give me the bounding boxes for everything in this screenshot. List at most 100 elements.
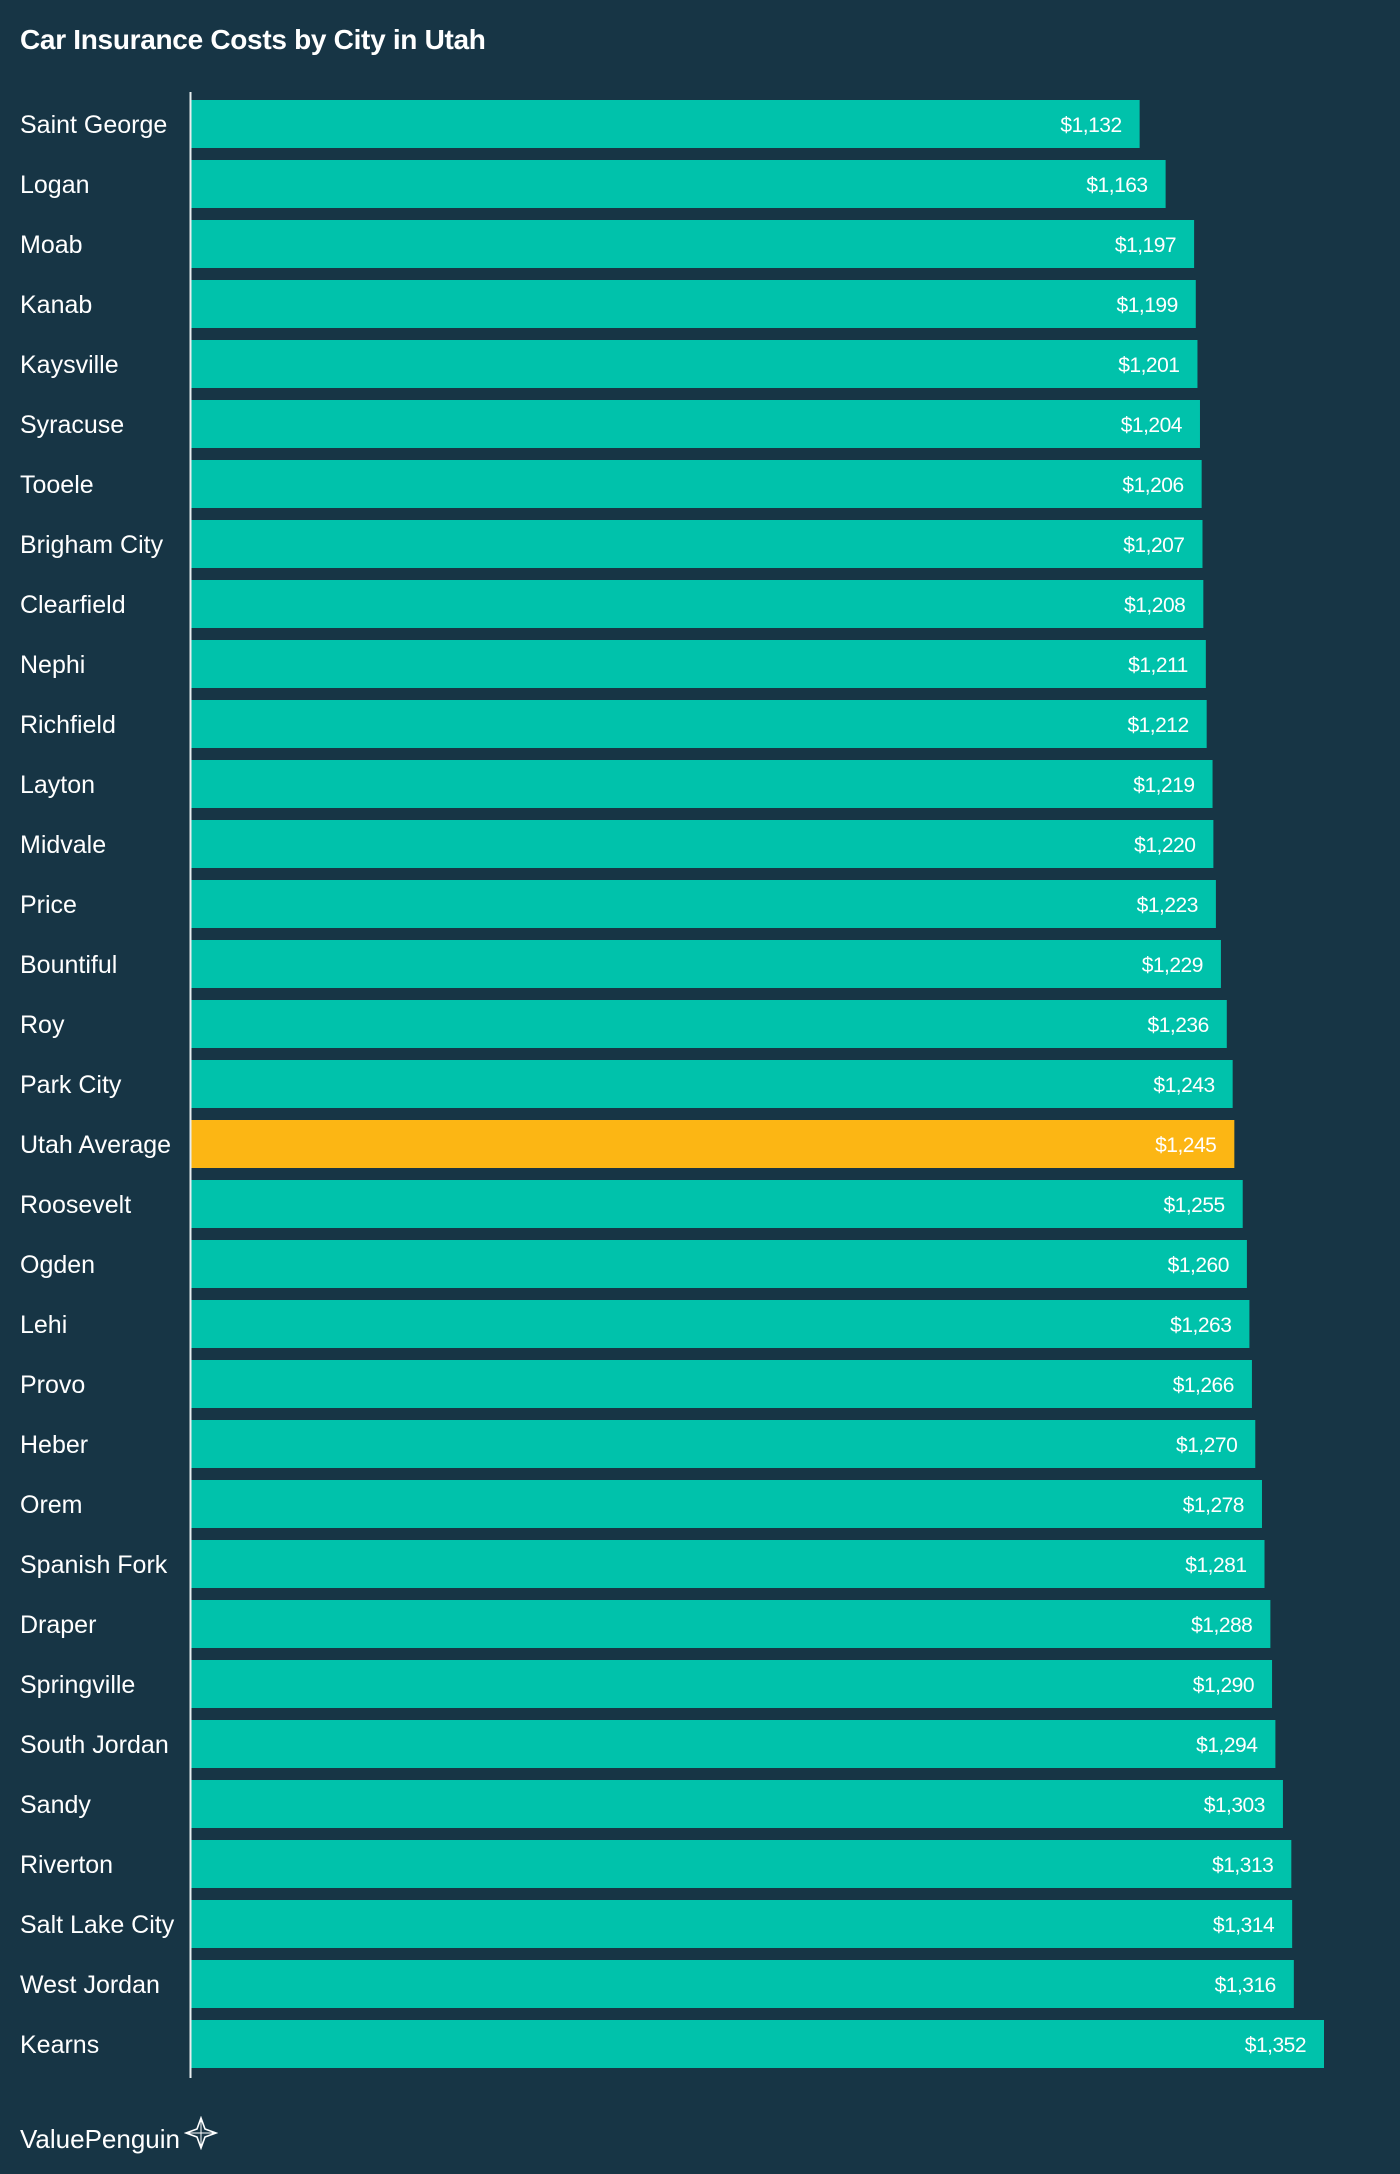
bar-saint-george <box>191 100 1140 148</box>
category-label: Clearfield <box>20 591 126 619</box>
category-label: Layton <box>20 771 95 799</box>
bar-salt-lake-city <box>191 1900 1293 1948</box>
category-label: Roosevelt <box>20 1191 131 1219</box>
bar-sandy <box>191 1780 1283 1828</box>
data-label: $1,223 <box>1137 894 1198 917</box>
category-label: Springville <box>20 1671 135 1699</box>
data-label: $1,204 <box>1121 414 1183 437</box>
category-label: Saint George <box>20 111 167 139</box>
data-label: $1,255 <box>1163 1194 1224 1217</box>
bar-midvale <box>191 820 1214 868</box>
category-label: Utah Average <box>20 1131 171 1159</box>
data-label: $1,201 <box>1118 354 1179 377</box>
bar-logan <box>191 160 1166 208</box>
data-label: $1,206 <box>1122 474 1183 497</box>
category-label: Bountiful <box>20 951 117 979</box>
bar-kaysville <box>191 340 1198 388</box>
data-label: $1,243 <box>1153 1074 1214 1097</box>
bar-spanish-fork <box>191 1540 1265 1588</box>
data-label: $1,352 <box>1245 2034 1306 2057</box>
data-label: $1,314 <box>1213 1914 1275 1937</box>
category-label: Logan <box>20 171 90 199</box>
category-label: Richfield <box>20 711 116 739</box>
category-label: Heber <box>20 1431 88 1459</box>
bar-nephi <box>191 640 1206 688</box>
category-label: Orem <box>20 1491 83 1519</box>
compass-star-icon <box>184 2115 218 2150</box>
bar-layton <box>191 760 1213 808</box>
data-label: $1,270 <box>1176 1434 1237 1457</box>
data-label: $1,316 <box>1215 1974 1276 1997</box>
category-label: Price <box>20 891 77 919</box>
category-label: Moab <box>20 231 83 259</box>
labels-layer: Saint George $1,132 Logan $1,163 Moab $1,197 K… <box>20 111 1307 2059</box>
bar-orem <box>191 1480 1262 1528</box>
data-label: $1,313 <box>1212 1854 1273 1877</box>
chart-title: Car Insurance Costs by City in Utah <box>20 24 486 55</box>
category-label: Brigham City <box>20 531 164 559</box>
bar-moab <box>191 220 1195 268</box>
category-label: Sandy <box>20 1791 91 1819</box>
data-label: $1,199 <box>1117 294 1178 317</box>
data-label: $1,229 <box>1142 954 1203 977</box>
category-label: Midvale <box>20 831 106 859</box>
bar-richfield <box>191 700 1207 748</box>
category-label: Kearns <box>20 2031 99 2059</box>
data-label: $1,303 <box>1204 1794 1265 1817</box>
data-label: $1,278 <box>1183 1494 1244 1517</box>
bar-utah-average <box>191 1120 1235 1168</box>
data-label: $1,220 <box>1134 834 1195 857</box>
category-label: Tooele <box>20 471 94 499</box>
category-label: South Jordan <box>20 1731 169 1759</box>
data-label: $1,281 <box>1185 1554 1246 1577</box>
bar-clearfield <box>191 580 1204 628</box>
category-label: Draper <box>20 1611 96 1639</box>
brand-name: ValuePenguin <box>20 2124 180 2154</box>
bar-heber <box>191 1420 1256 1468</box>
bar-springville <box>191 1660 1273 1708</box>
category-label: Salt Lake City <box>20 1911 175 1939</box>
category-label: Park City <box>20 1071 122 1099</box>
category-label: Spanish Fork <box>20 1551 168 1579</box>
data-label: $1,236 <box>1148 1014 1209 1037</box>
data-label: $1,197 <box>1115 234 1176 257</box>
bar-draper <box>191 1600 1271 1648</box>
data-label: $1,163 <box>1086 174 1147 197</box>
bar-kanab <box>191 280 1196 328</box>
data-label: $1,266 <box>1173 1374 1234 1397</box>
data-label: $1,219 <box>1133 774 1194 797</box>
category-label: Syracuse <box>20 411 124 439</box>
category-label: Lehi <box>20 1311 67 1339</box>
bar-ogden <box>191 1240 1247 1288</box>
bar-roosevelt <box>191 1180 1243 1228</box>
data-label: $1,132 <box>1060 114 1121 137</box>
data-label: $1,263 <box>1170 1314 1231 1337</box>
bar-south-jordan <box>191 1720 1276 1768</box>
category-label: Kanab <box>20 291 92 319</box>
data-label: $1,212 <box>1127 714 1188 737</box>
data-label: $1,260 <box>1168 1254 1229 1277</box>
bar-provo <box>191 1360 1252 1408</box>
bar-price <box>191 880 1216 928</box>
bar-riverton <box>191 1840 1292 1888</box>
bars-layer <box>191 100 1324 2068</box>
bar-brigham-city <box>191 520 1203 568</box>
data-label: $1,208 <box>1124 594 1185 617</box>
data-label: $1,288 <box>1191 1614 1252 1637</box>
bar-syracuse <box>191 400 1200 448</box>
data-label: $1,294 <box>1196 1734 1258 1757</box>
data-label: $1,211 <box>1128 654 1188 677</box>
category-label: Provo <box>20 1371 85 1399</box>
bar-park-city <box>191 1060 1233 1108</box>
bar-bountiful <box>191 940 1221 988</box>
category-label: Kaysville <box>20 351 119 379</box>
bar-kearns <box>191 2020 1324 2068</box>
brand-logo: ValuePenguin <box>20 2115 218 2155</box>
data-label: $1,245 <box>1155 1134 1216 1157</box>
bar-west-jordan <box>191 1960 1294 2008</box>
category-label: Ogden <box>20 1251 95 1279</box>
category-label: Roy <box>20 1011 65 1039</box>
category-label: West Jordan <box>20 1971 160 1999</box>
bar-roy <box>191 1000 1227 1048</box>
